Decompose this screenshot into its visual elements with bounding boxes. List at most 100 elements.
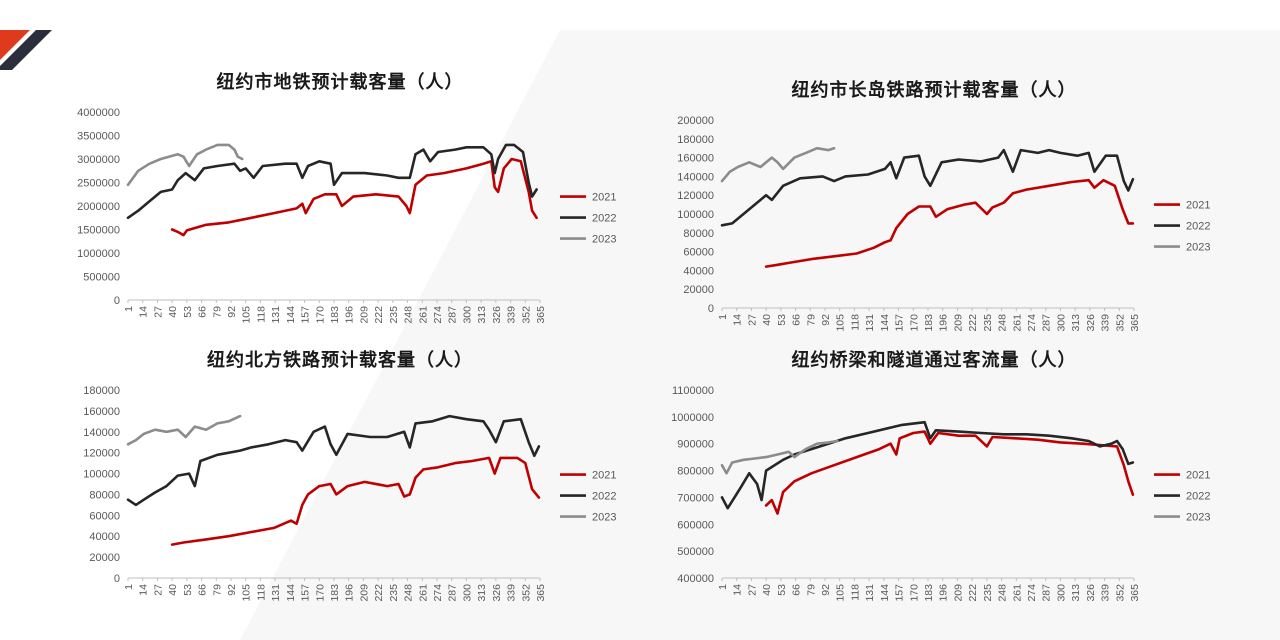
legend-label-2022: 2022 xyxy=(592,491,616,503)
x-tick-label: 92 xyxy=(820,584,832,596)
y-tick-label: 0 xyxy=(114,573,120,585)
x-tick-label: 300 xyxy=(461,584,473,602)
x-tick-label: 261 xyxy=(417,306,429,324)
x-tick-label: 118 xyxy=(849,314,861,331)
y-tick-label: 600000 xyxy=(677,519,714,531)
chart-svg: 0 20000 40000 60000 80000 100000 120000 140000 1… xyxy=(677,115,1210,332)
y-tick-label: 140000 xyxy=(677,171,714,183)
x-tick-label: 144 xyxy=(879,314,891,332)
y-tick-label: 120000 xyxy=(677,190,714,202)
y-tick-label: 900000 xyxy=(677,439,714,451)
x-tick-label: 313 xyxy=(1070,314,1082,332)
x-tick-label: 235 xyxy=(388,584,400,602)
legend-label-2021: 2021 xyxy=(1186,470,1210,482)
chart-svg: 0 20000 40000 60000 80000 100000 120000 140000 1… xyxy=(83,385,616,602)
legend-label-2022: 2022 xyxy=(1186,221,1210,233)
y-tick-label: 100000 xyxy=(677,209,714,221)
x-tick-label: 1 xyxy=(123,584,135,590)
x-tick-label: 66 xyxy=(197,584,209,596)
x-tick-label: 352 xyxy=(1114,314,1126,332)
x-tick-label: 365 xyxy=(535,584,547,602)
x-tick-label: 339 xyxy=(1100,584,1112,602)
series-line-2022 xyxy=(720,420,1135,510)
x-tick-label: 157 xyxy=(894,314,906,332)
x-tick-label: 248 xyxy=(403,306,415,324)
x-tick-label: 222 xyxy=(967,584,979,602)
x-tick-label: 14 xyxy=(732,584,744,596)
x-tick-label: 248 xyxy=(403,584,415,602)
x-tick-label: 14 xyxy=(732,314,744,326)
y-tick-label: 180000 xyxy=(83,385,120,397)
series-line-2021 xyxy=(170,456,541,546)
chart-panel-subway: 纽约市地铁预计载客量（人） 0 500000 1000000 1500000 20000… xyxy=(40,62,640,362)
x-tick-label: 261 xyxy=(1011,584,1023,602)
y-tick-label: 2000000 xyxy=(77,201,120,213)
x-tick-label: 209 xyxy=(952,314,964,332)
x-tick-label: 118 xyxy=(255,306,267,323)
x-tick-label: 300 xyxy=(1055,314,1067,332)
chart-panel-long-island-rail: 纽约市长岛铁路预计载客量（人） 0 20000 40000 60000 80000 100… xyxy=(634,70,1234,370)
legend-label-2023: 2023 xyxy=(1186,242,1210,254)
x-tick-label: 40 xyxy=(167,584,179,596)
y-tick-label: 3000000 xyxy=(77,154,120,166)
x-tick-label: 27 xyxy=(152,306,164,318)
x-tick-label: 313 xyxy=(476,306,488,324)
y-tick-label: 500000 xyxy=(83,272,120,284)
x-tick-label: 53 xyxy=(182,584,194,596)
x-tick-label: 40 xyxy=(761,314,773,326)
x-tick-label: 352 xyxy=(1114,584,1126,602)
x-tick-label: 313 xyxy=(1070,584,1082,602)
x-tick-label: 131 xyxy=(270,306,282,324)
y-tick-label: 1100000 xyxy=(672,385,714,397)
x-tick-label: 326 xyxy=(491,306,503,324)
x-tick-label: 66 xyxy=(791,314,803,326)
x-tick-label: 209 xyxy=(358,306,370,324)
x-tick-label: 287 xyxy=(447,306,459,324)
x-tick-label: 287 xyxy=(1041,584,1053,602)
x-tick-label: 53 xyxy=(776,314,788,326)
x-tick-label: 157 xyxy=(300,306,312,324)
x-tick-label: 105 xyxy=(835,314,847,332)
x-tick-label: 79 xyxy=(211,584,223,596)
x-tick-label: 144 xyxy=(285,584,297,602)
x-tick-label: 183 xyxy=(923,314,935,332)
series-line-2021 xyxy=(170,157,538,237)
x-tick-label: 326 xyxy=(1085,314,1097,332)
x-tick-label: 27 xyxy=(746,314,758,326)
x-tick-label: 144 xyxy=(879,584,891,602)
x-tick-label: 196 xyxy=(938,584,950,602)
y-tick-label: 80000 xyxy=(683,228,714,240)
y-tick-label: 1000000 xyxy=(671,412,714,424)
x-tick-label: 118 xyxy=(849,584,861,601)
x-tick-label: 183 xyxy=(329,584,341,602)
y-tick-label: 80000 xyxy=(89,489,120,501)
x-tick-label: 1 xyxy=(123,306,135,312)
x-tick-label: 183 xyxy=(329,306,341,324)
x-tick-label: 274 xyxy=(1026,314,1038,332)
x-tick-label: 53 xyxy=(182,306,194,318)
x-tick-label: 183 xyxy=(923,584,935,602)
series-line-2023 xyxy=(720,146,836,183)
y-tick-label: 60000 xyxy=(683,247,714,259)
series-line-2021 xyxy=(764,430,1135,515)
legend-label-2022: 2022 xyxy=(592,213,616,225)
x-tick-label: 248 xyxy=(997,584,1009,602)
y-tick-label: 0 xyxy=(114,295,120,307)
y-tick-label: 100000 xyxy=(83,469,120,481)
x-tick-label: 27 xyxy=(746,584,758,596)
series-line-2023 xyxy=(126,143,244,187)
x-tick-label: 92 xyxy=(226,584,238,596)
y-tick-label: 40000 xyxy=(683,265,714,277)
x-tick-label: 313 xyxy=(476,584,488,602)
y-tick-label: 160000 xyxy=(677,153,714,165)
x-tick-label: 170 xyxy=(908,314,920,332)
x-tick-label: 352 xyxy=(520,306,532,324)
x-tick-label: 261 xyxy=(1011,314,1023,332)
legend-label-2021: 2021 xyxy=(592,470,616,482)
x-tick-label: 339 xyxy=(506,584,518,602)
x-tick-label: 287 xyxy=(447,584,459,602)
x-tick-label: 53 xyxy=(776,584,788,596)
x-tick-label: 196 xyxy=(938,314,950,332)
y-tick-label: 160000 xyxy=(83,406,120,418)
x-tick-label: 287 xyxy=(1041,314,1053,332)
